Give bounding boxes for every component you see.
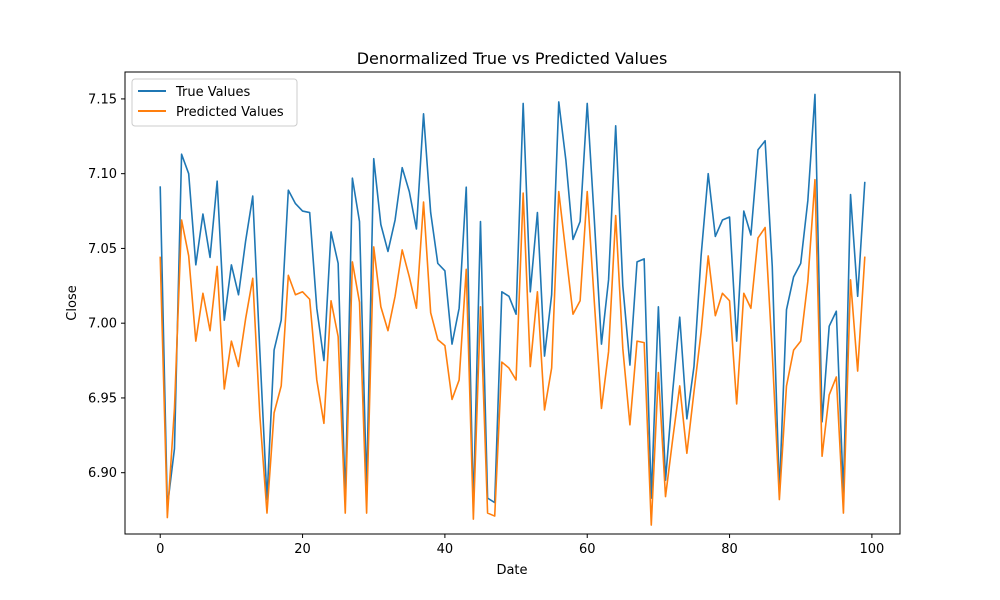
x-axis-ticks: 0 20 40 60 80 100 xyxy=(156,534,884,557)
y-axis-ticks: 6.90 6.95 7.00 7.05 7.10 7.15 xyxy=(88,92,125,481)
legend-box xyxy=(131,78,298,127)
x-tick-label: 20 xyxy=(294,542,311,557)
y-tick-label: 7.00 xyxy=(88,317,117,332)
x-tick-label: 40 xyxy=(437,542,454,557)
plot-frame xyxy=(124,71,901,535)
y-tick-label: 7.15 xyxy=(88,92,117,107)
y-tick-label: 6.95 xyxy=(88,391,117,406)
x-axis-label: Date xyxy=(496,563,527,578)
legend-label-predicted-values: Predicted Values xyxy=(176,105,284,120)
y-tick-label: 7.05 xyxy=(88,242,117,257)
x-tick-label: 100 xyxy=(859,542,884,557)
x-tick-label: 0 xyxy=(156,542,164,557)
x-tick-label: 60 xyxy=(579,542,596,557)
legend: True Values Predicted Values xyxy=(131,78,298,127)
y-tick-label: 7.10 xyxy=(88,167,117,182)
series-line-true-values xyxy=(159,93,866,508)
plot-layer xyxy=(159,93,866,526)
y-tick-label: 6.90 xyxy=(88,466,117,481)
legend-label-true-values: True Values xyxy=(175,85,250,100)
x-tick-label: 80 xyxy=(721,542,738,557)
series-line-predicted-values xyxy=(159,178,866,526)
chart-title: Denormalized True vs Predicted Values xyxy=(357,49,668,68)
y-axis-label: Close xyxy=(65,285,80,320)
